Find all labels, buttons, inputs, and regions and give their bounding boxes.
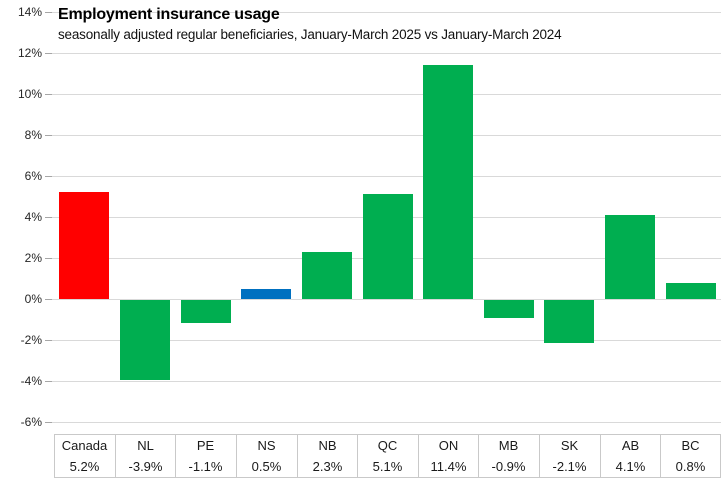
bar-canada	[59, 192, 109, 299]
category-value: 5.1%	[372, 459, 403, 474]
y-axis-label: 10%	[17, 87, 42, 101]
table-divider	[115, 434, 116, 477]
bar-on	[423, 65, 473, 299]
table-divider	[297, 434, 298, 477]
table-column-bc: BC 0.8%	[660, 435, 721, 477]
category-label: QC	[377, 438, 398, 453]
table-column-qc: QC 5.1%	[357, 435, 418, 477]
y-axis-label: -4%	[20, 374, 42, 388]
table-divider	[478, 434, 479, 477]
table-divider	[236, 434, 237, 477]
category-label: NS	[257, 438, 276, 453]
y-axis-label: 12%	[17, 46, 42, 60]
category-label: NB	[318, 438, 337, 453]
table-column-canada: Canada 5.2%	[54, 435, 115, 477]
table-column-sk: SK -2.1%	[539, 435, 600, 477]
table-column-ns: NS 0.5%	[236, 435, 297, 477]
y-axis-label: 8%	[24, 128, 42, 142]
table-divider	[539, 434, 540, 477]
bar-ab	[605, 215, 655, 299]
y-axis-tick	[45, 53, 52, 54]
category-value: 0.8%	[675, 459, 706, 474]
category-value: 4.1%	[615, 459, 646, 474]
y-axis-tick	[45, 381, 52, 382]
category-value: 2.3%	[312, 459, 343, 474]
category-value: 0.5%	[251, 459, 282, 474]
gridline	[52, 135, 721, 136]
category-label: SK	[560, 438, 579, 453]
y-axis-label: -2%	[20, 333, 42, 347]
gridline	[52, 94, 721, 95]
y-axis-tick	[45, 422, 52, 423]
bar-nb	[302, 252, 352, 299]
bar-ns	[241, 289, 291, 299]
bar-qc	[363, 194, 413, 299]
gridline	[52, 53, 721, 54]
bar-pe	[181, 300, 231, 323]
category-value: 11.4%	[430, 459, 467, 474]
y-axis-label: 4%	[24, 210, 42, 224]
table-divider	[418, 434, 419, 477]
table-column-nl: NL -3.9%	[115, 435, 176, 477]
y-axis-tick	[45, 94, 52, 95]
y-axis-label: 0%	[24, 292, 42, 306]
category-value: 5.2%	[69, 459, 100, 474]
category-label: NL	[137, 438, 154, 453]
category-label: PE	[196, 438, 215, 453]
category-value: -0.9%	[491, 459, 526, 474]
table-divider	[54, 434, 55, 477]
y-axis-tick	[45, 340, 52, 341]
y-axis-tick	[45, 217, 52, 218]
y-axis-tick	[45, 12, 52, 13]
category-value: -3.9%	[128, 459, 163, 474]
gridline	[52, 381, 721, 382]
y-axis-tick	[45, 135, 52, 136]
category-label: Canada	[61, 438, 108, 453]
category-value: -2.1%	[552, 459, 587, 474]
table-column-pe: PE -1.1%	[175, 435, 236, 477]
bar-nl	[120, 300, 170, 380]
y-axis-label: 14%	[17, 5, 42, 19]
category-label: AB	[621, 438, 640, 453]
gridline	[52, 299, 721, 300]
category-label: MB	[498, 438, 519, 453]
gridline	[52, 12, 721, 13]
category-value: -1.1%	[188, 459, 223, 474]
bar-sk	[544, 300, 594, 343]
bar-bc	[666, 283, 716, 299]
table-column-on: ON 11.4%	[418, 435, 479, 477]
gridline	[52, 176, 721, 177]
y-axis-label: -6%	[20, 415, 42, 429]
category-label: ON	[438, 438, 459, 453]
chart-title: Employment insurance usage	[58, 6, 280, 23]
y-axis-tick	[45, 299, 52, 300]
y-axis-label: 6%	[24, 169, 42, 183]
y-axis-label: 2%	[24, 251, 42, 265]
table-divider	[357, 434, 358, 477]
gridline	[52, 340, 721, 341]
y-axis-tick	[45, 176, 52, 177]
table-column-ab: AB 4.1%	[600, 435, 661, 477]
table-divider	[175, 434, 176, 477]
table-border	[54, 477, 721, 478]
category-label: BC	[681, 438, 700, 453]
bar-mb	[484, 300, 534, 318]
table-divider	[600, 434, 601, 477]
y-axis-tick	[45, 258, 52, 259]
chart-subtitle: seasonally adjusted regular beneficiarie…	[58, 27, 562, 42]
table-column-nb: NB 2.3%	[297, 435, 358, 477]
table-column-mb: MB -0.9%	[478, 435, 539, 477]
table-border	[54, 434, 721, 435]
gridline	[52, 422, 721, 423]
table-divider	[660, 434, 661, 477]
